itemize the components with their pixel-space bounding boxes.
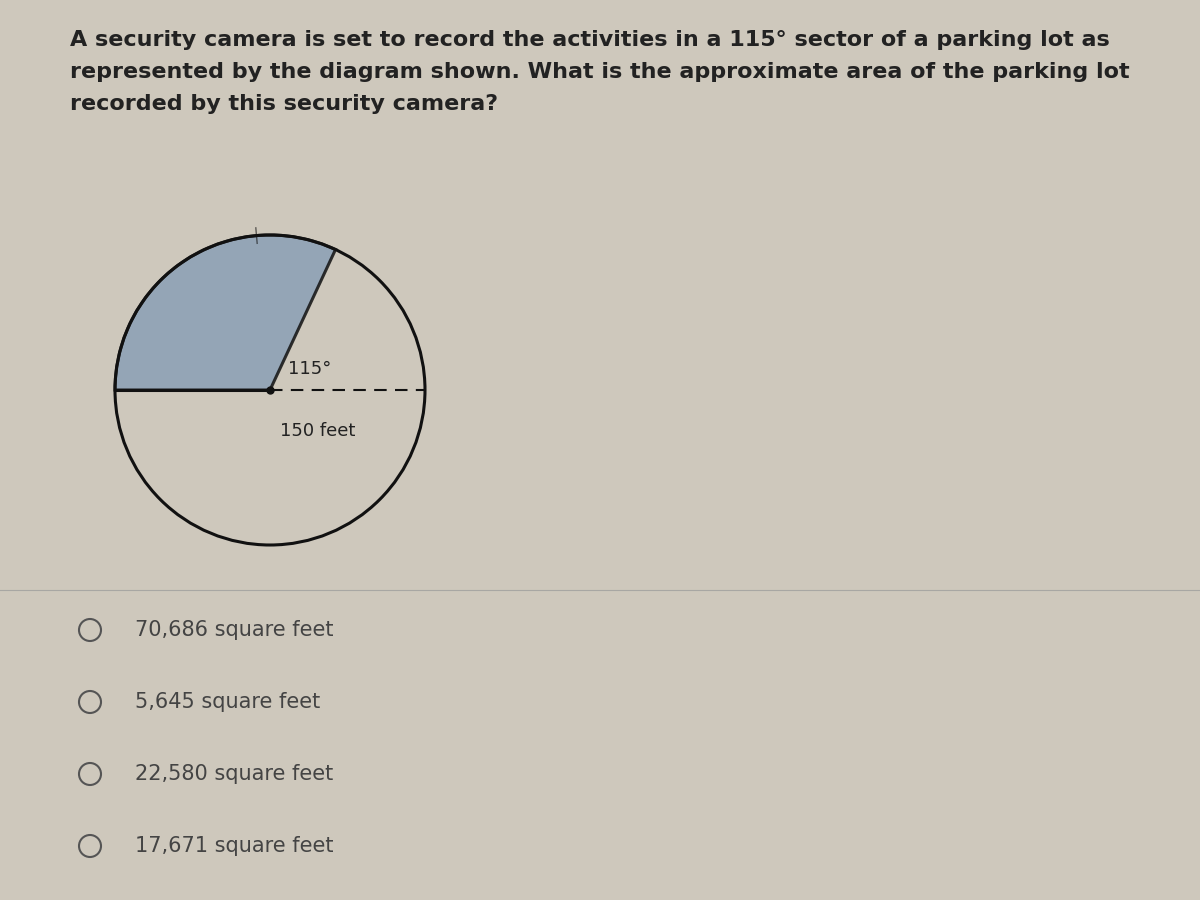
- Text: 70,686 square feet: 70,686 square feet: [134, 620, 334, 640]
- Text: represented by the diagram shown. What is the approximate area of the parking lo: represented by the diagram shown. What i…: [70, 62, 1129, 82]
- Text: 22,580 square feet: 22,580 square feet: [134, 764, 334, 784]
- Wedge shape: [115, 235, 336, 390]
- Text: A security camera is set to record the activities in a 115° sector of a parking : A security camera is set to record the a…: [70, 30, 1110, 50]
- Text: 150 feet: 150 feet: [280, 422, 355, 440]
- Text: recorded by this security camera?: recorded by this security camera?: [70, 94, 498, 114]
- Text: 17,671 square feet: 17,671 square feet: [134, 836, 334, 856]
- Text: 5,645 square feet: 5,645 square feet: [134, 692, 320, 712]
- Text: 115°: 115°: [288, 360, 331, 378]
